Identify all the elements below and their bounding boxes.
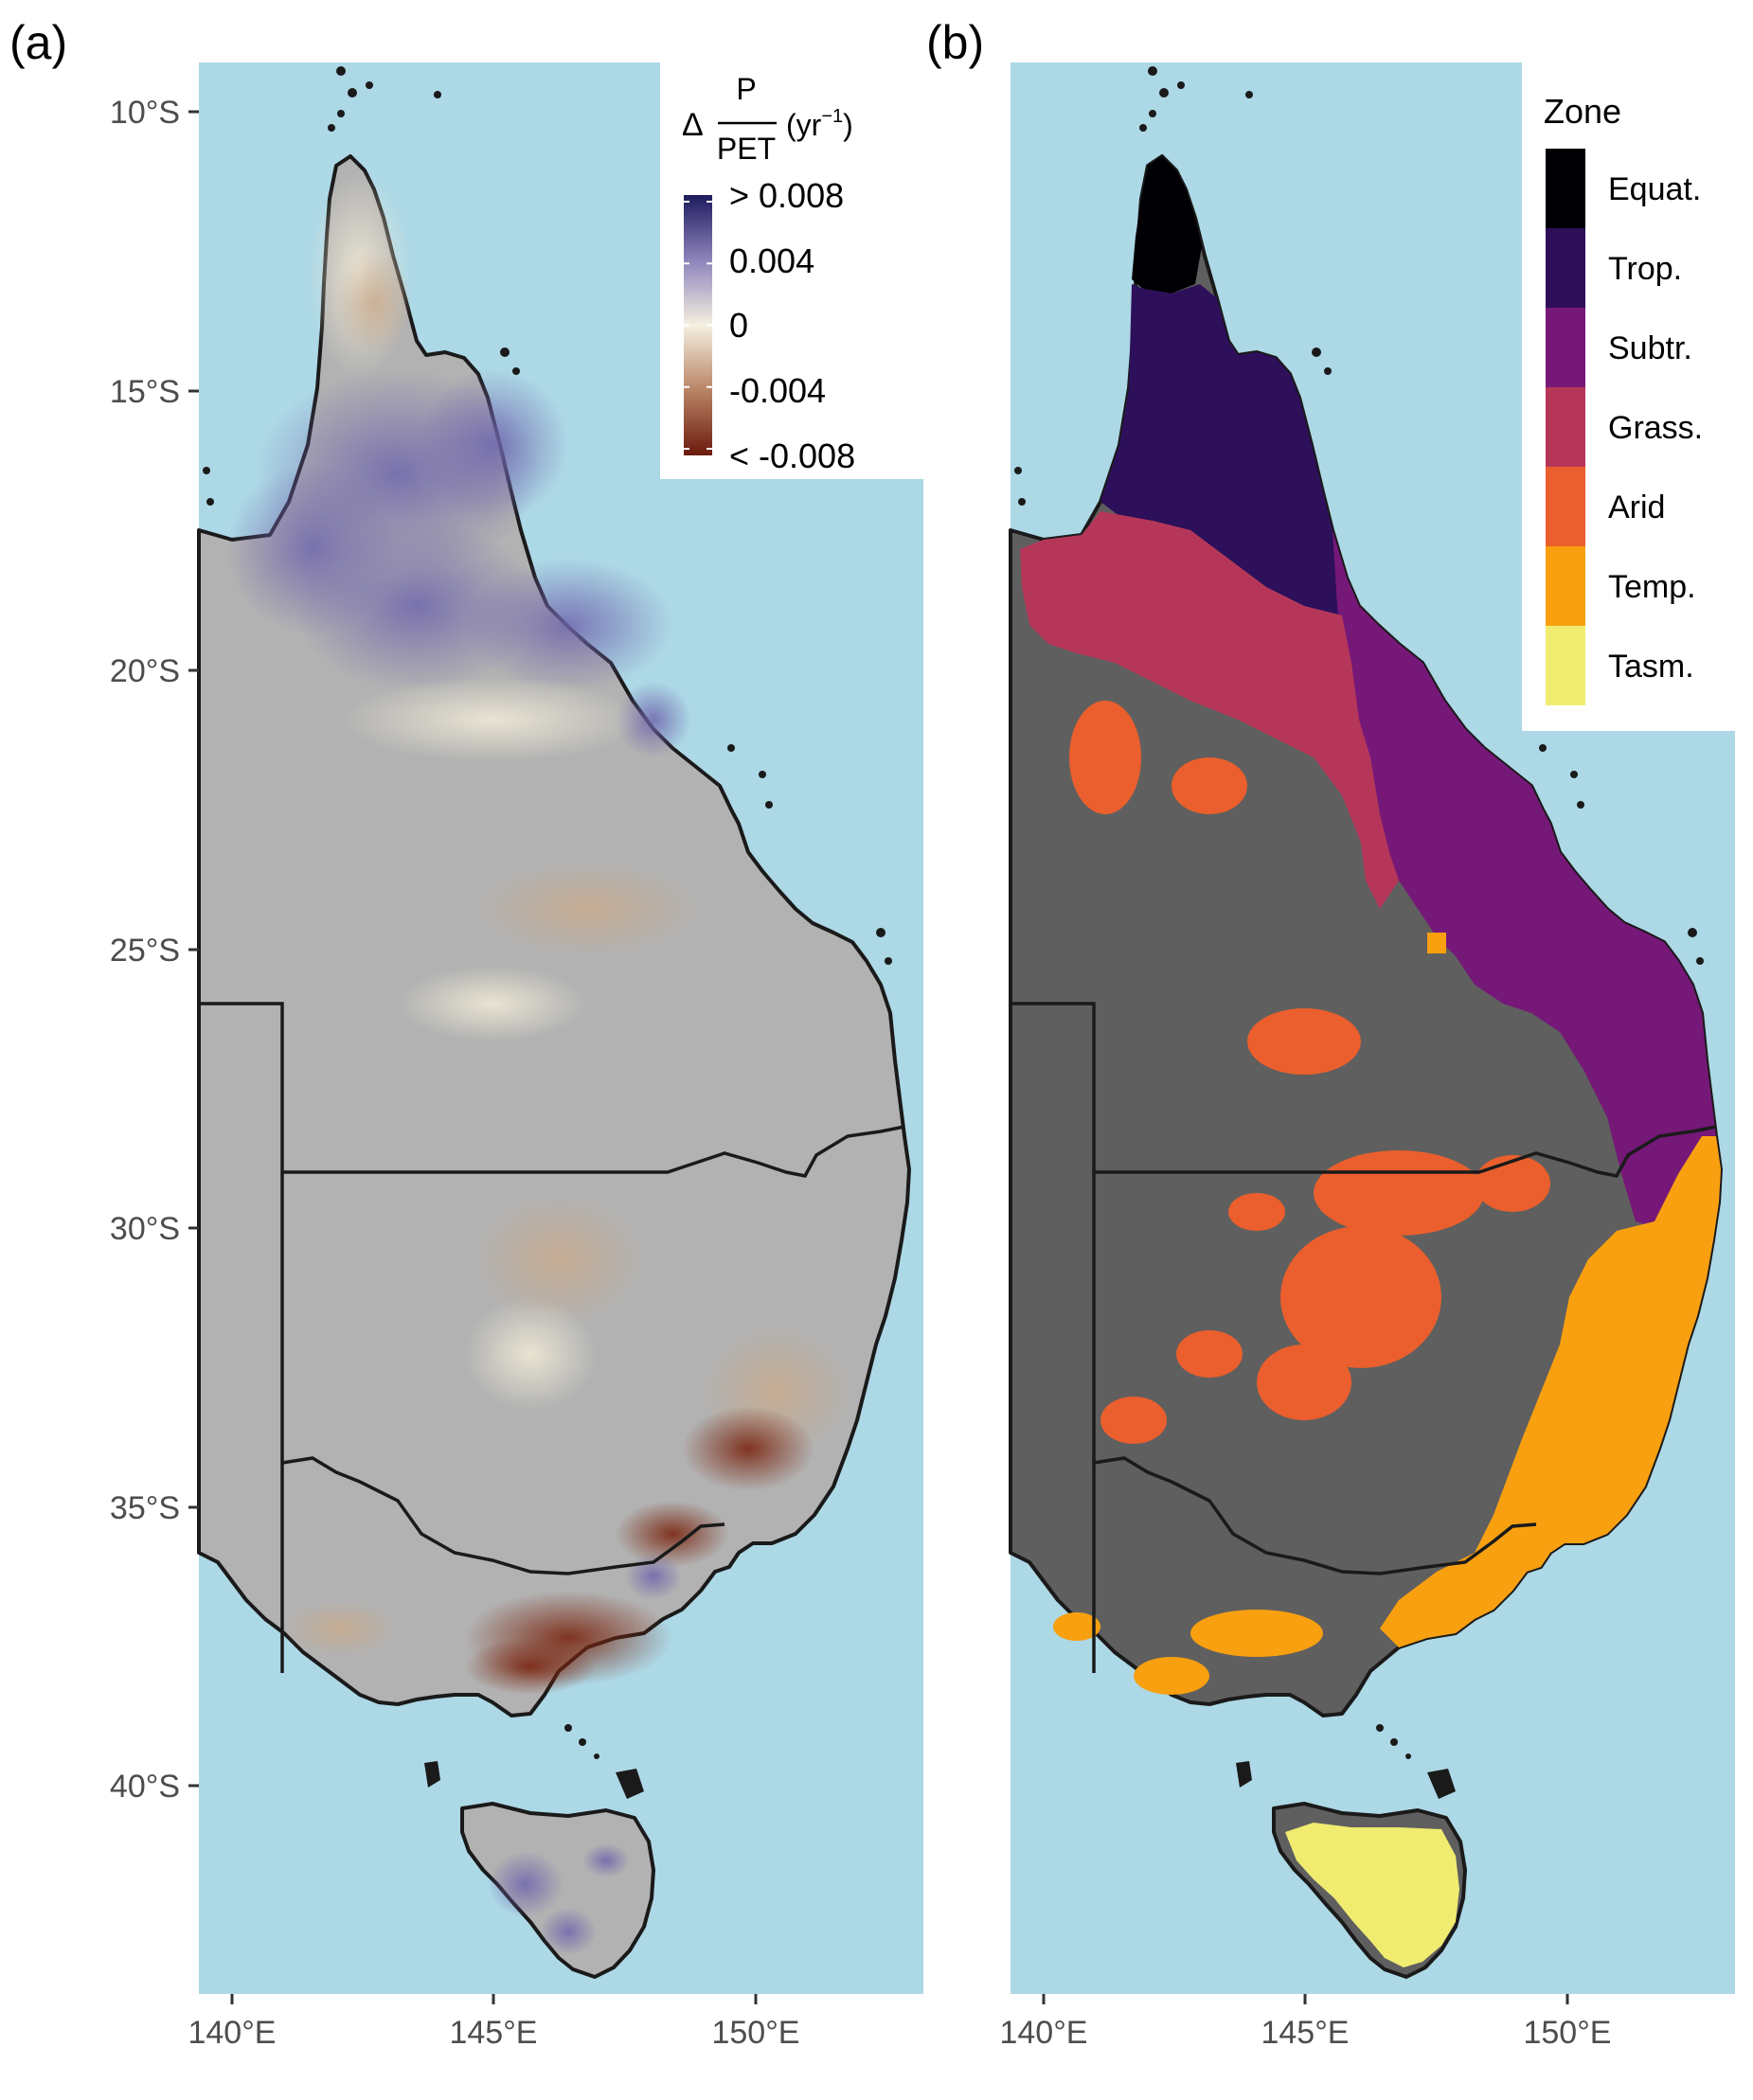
panel-a-legend: Δ P PET (yr−1) > 0.008 0.004 0 -0.004 < … <box>660 62 923 479</box>
lon-tick-label: 145°E <box>1261 2015 1349 2051</box>
lat-tick-label: 40°S <box>110 1769 180 1805</box>
legend-a-label: 0 <box>729 306 748 345</box>
panel-a-lat-axis: 10°S 15°S 20°S 25°S 30°S 35°S 40°S <box>110 95 199 1805</box>
lon-tick-label: 140°E <box>188 2015 276 2051</box>
panel-b-zone-layer <box>1020 156 1721 1967</box>
legend-b-title: Zone <box>1544 92 1621 131</box>
legend-a-labels: > 0.008 0.004 0 -0.004 < -0.008 <box>729 176 855 475</box>
legend-b-label: Tasm. <box>1608 649 1694 685</box>
legend-b-label: Trop. <box>1608 251 1682 287</box>
legend-a-unit: (yr−1) <box>786 106 853 142</box>
lat-tick-label: 25°S <box>110 933 180 969</box>
legend-b-label: Equat. <box>1608 171 1701 207</box>
legend-a-label: -0.004 <box>729 371 826 410</box>
legend-b-items: Equat. Trop. Subtr. Grass. Arid Temp. Tasm. <box>1546 149 1703 705</box>
lon-tick-label: 140°E <box>999 2015 1087 2051</box>
lat-tick-label: 10°S <box>110 95 180 131</box>
legend-b-swatch <box>1546 228 1585 308</box>
legend-a-label: < -0.008 <box>729 436 855 475</box>
lat-tick-label: 15°S <box>110 374 180 410</box>
legend-b-swatch <box>1546 467 1585 546</box>
panel-a-tag: (a) <box>9 16 67 69</box>
panel-a: (a) <box>9 16 923 2051</box>
lon-tick-label: 150°E <box>711 2015 799 2051</box>
panel-b: (b) <box>926 16 1735 2051</box>
legend-b-swatch <box>1546 308 1585 387</box>
legend-a-label: > 0.008 <box>729 176 844 215</box>
legend-b-swatch <box>1546 626 1585 705</box>
legend-a-numerator: P <box>736 72 756 106</box>
legend-a-ticks <box>684 201 712 450</box>
lat-tick-label: 30°S <box>110 1211 180 1247</box>
panel-b-lon-axis: 140°E 145°E 150°E <box>999 1994 1612 2051</box>
legend-a-denominator: PET <box>717 132 776 166</box>
legend-b-label: Temp. <box>1608 569 1696 605</box>
panel-a-islands <box>203 66 892 1799</box>
legend-a-delta: Δ <box>682 107 704 143</box>
lat-tick-label: 35°S <box>110 1490 180 1526</box>
panel-b-tag: (b) <box>926 16 984 69</box>
panel-b-islands <box>1014 66 1704 1799</box>
panel-b-state-borders <box>1011 1002 1717 1673</box>
panel-a-anomaly-layer <box>227 170 852 1955</box>
panel-a-state-borders <box>199 1002 905 1673</box>
legend-b-swatch <box>1546 546 1585 626</box>
lon-tick-label: 150°E <box>1523 2015 1611 2051</box>
lat-tick-label: 20°S <box>110 653 180 689</box>
panel-b-legend: Zone Equat. Trop. Subtr. Grass. Arid Temp. Tas… <box>1522 62 1735 731</box>
lon-tick-label: 145°E <box>449 2015 537 2051</box>
panel-a-lon-axis: 140°E 145°E 150°E <box>188 1994 800 2051</box>
legend-b-label: Grass. <box>1608 410 1703 446</box>
legend-a-label: 0.004 <box>729 241 814 280</box>
legend-b-swatch <box>1546 149 1585 228</box>
legend-b-label: Subtr. <box>1608 330 1692 366</box>
legend-b-swatch <box>1546 387 1585 467</box>
legend-b-label: Arid <box>1608 489 1665 525</box>
